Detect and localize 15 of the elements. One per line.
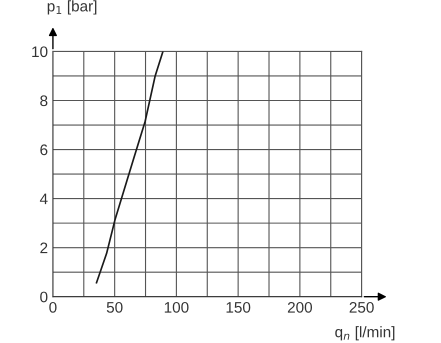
x-tick-label: 50: [106, 302, 123, 313]
y-tick-label: 8: [40, 95, 48, 106]
x-tick-label: 200: [288, 302, 312, 313]
x-tick-label: 100: [164, 302, 189, 313]
y-tick-label: 4: [40, 194, 48, 204]
x-tick-label: 0: [49, 302, 57, 313]
y-axis-title: p$_{1}$ [bar]: [48, 0, 96, 15]
y-tick-label: 2: [40, 242, 48, 254]
line-series: [96, 51, 164, 284]
x-tick-label: 250: [350, 302, 374, 313]
y-tick-label: 6: [40, 144, 48, 156]
x-axis-title: q$_{n}$ [l/min]: [335, 326, 394, 340]
x-tick-label: 150: [226, 302, 250, 313]
y-tick-label: 10: [32, 46, 48, 58]
y-tick-label: 0: [40, 292, 48, 302]
